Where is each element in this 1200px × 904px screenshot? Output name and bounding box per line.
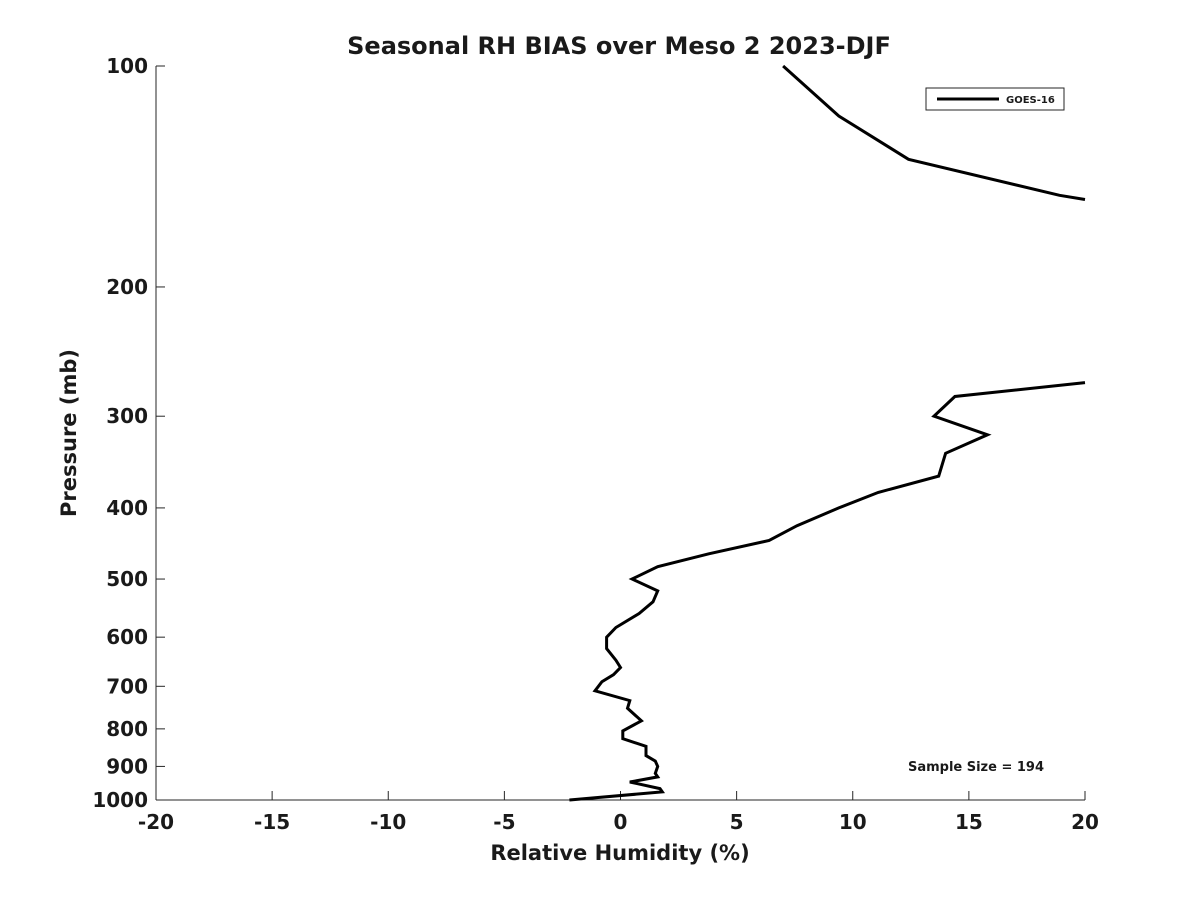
y-tick-label: 500 <box>106 567 148 591</box>
y-tick-label: 100 <box>106 54 148 78</box>
legend: GOES-16 <box>925 87 1065 111</box>
y-tick-label: 600 <box>106 625 148 649</box>
y-tick-label: 200 <box>106 275 148 299</box>
x-tick-label: 10 <box>839 810 867 834</box>
x-tick-label: 5 <box>730 810 744 834</box>
chart-title: Seasonal RH BIAS over Meso 2 2023-DJF <box>347 32 891 60</box>
y-tick-label: 400 <box>106 496 148 520</box>
x-tick-label: -5 <box>493 810 515 834</box>
y-tick-label: 900 <box>106 754 148 778</box>
y-tick-label: 1000 <box>92 788 148 812</box>
x-tick-label: -15 <box>254 810 290 834</box>
series-line-goes-16 <box>569 381 1086 802</box>
series-lines <box>569 64 1086 802</box>
x-ticks: -20 -15 -10 -5 0 5 10 15 20 <box>138 791 1099 834</box>
y-tick-label: 700 <box>106 674 148 698</box>
sample-size-annotation: Sample Size = 194 <box>908 760 1044 775</box>
x-tick-label: -10 <box>370 810 406 834</box>
x-tick-label: -20 <box>138 810 174 834</box>
series-line-goes-16 <box>782 64 1086 201</box>
x-tick-label: 20 <box>1071 810 1099 834</box>
x-axis-label: Relative Humidity (%) <box>490 841 749 865</box>
x-tick-label: 0 <box>614 810 628 834</box>
y-tick-label: 300 <box>106 404 148 428</box>
y-tick-label: 800 <box>106 717 148 741</box>
x-tick-label: 15 <box>955 810 983 834</box>
y-axis-label: Pressure (mb) <box>57 349 81 517</box>
y-ticks: 100 200 300 400 500 600 700 800 900 1000 <box>92 54 165 812</box>
legend-label-goes-16: GOES-16 <box>1006 95 1055 106</box>
